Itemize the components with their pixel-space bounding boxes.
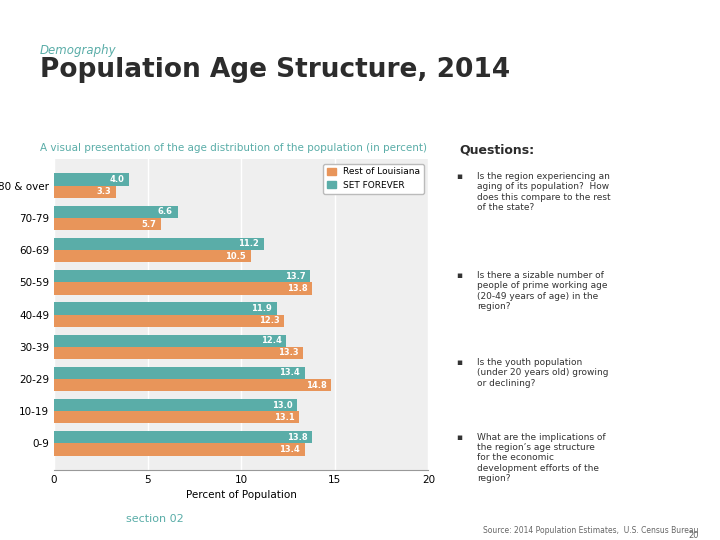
Text: 20: 20: [688, 531, 698, 540]
Bar: [54, 238, 264, 250]
Text: 13.3: 13.3: [278, 348, 298, 357]
Text: Source: 2014 Population Estimates,  U.S. Census Bureau: Source: 2014 Population Estimates, U.S. …: [483, 525, 698, 535]
Bar: [54, 282, 312, 295]
Text: 12.4: 12.4: [261, 336, 282, 345]
Bar: [54, 431, 312, 443]
Text: 13.4: 13.4: [279, 445, 300, 454]
Text: ▪: ▪: [457, 271, 467, 280]
Text: 13.7: 13.7: [285, 272, 306, 281]
Text: 13.8: 13.8: [287, 433, 307, 442]
Bar: [54, 347, 303, 359]
Bar: [54, 334, 286, 347]
Bar: [54, 411, 300, 423]
Text: Is there a sizable number of
people of prime working age
(20-49 years of age) in: Is there a sizable number of people of p…: [477, 271, 608, 311]
Text: 13.0: 13.0: [272, 401, 292, 410]
Bar: [54, 315, 284, 327]
Text: Demography: Demography: [40, 44, 116, 57]
Bar: [54, 367, 305, 379]
Bar: [54, 443, 305, 456]
Bar: [54, 250, 251, 262]
Bar: [54, 302, 276, 315]
Bar: [54, 186, 116, 198]
Bar: [54, 173, 129, 186]
Text: 11.9: 11.9: [251, 304, 272, 313]
Text: section 02: section 02: [126, 514, 184, 524]
Bar: [54, 206, 178, 218]
Text: ▪: ▪: [457, 172, 467, 181]
Text: Is the region experiencing an
aging of its population?  How
does this compare to: Is the region experiencing an aging of i…: [477, 172, 611, 212]
Text: 13.4: 13.4: [279, 368, 300, 377]
Text: 4.0: 4.0: [109, 175, 124, 184]
Text: 13.8: 13.8: [287, 284, 307, 293]
Text: 14.8: 14.8: [305, 381, 326, 390]
Text: 13.1: 13.1: [274, 413, 294, 422]
Text: 5.7: 5.7: [141, 219, 156, 228]
Text: Is the youth population
(under 20 years old) growing
or declining?: Is the youth population (under 20 years …: [477, 358, 609, 388]
Text: 11.2: 11.2: [238, 239, 259, 248]
Bar: [54, 218, 161, 230]
Bar: [54, 270, 310, 282]
Text: ▪: ▪: [457, 358, 467, 367]
Text: A visual presentation of the age distribution of the population (in percent): A visual presentation of the age distrib…: [40, 143, 426, 153]
Text: 12.3: 12.3: [258, 316, 279, 325]
Text: What are the implications of
the region’s age structure
for the economic
develop: What are the implications of the region’…: [477, 433, 606, 483]
Legend: Rest of Louisiana, SET FOREVER: Rest of Louisiana, SET FOREVER: [323, 164, 424, 193]
Text: 6.6: 6.6: [158, 207, 173, 216]
Text: 3.3: 3.3: [96, 187, 111, 196]
Text: ▪: ▪: [457, 433, 467, 442]
Text: Questions:: Questions:: [459, 143, 534, 156]
Text: Population Age Structure, 2014: Population Age Structure, 2014: [40, 57, 510, 83]
X-axis label: Percent of Population: Percent of Population: [186, 490, 297, 500]
Text: 10.5: 10.5: [225, 252, 246, 261]
Bar: [54, 379, 331, 392]
Bar: [54, 399, 297, 411]
